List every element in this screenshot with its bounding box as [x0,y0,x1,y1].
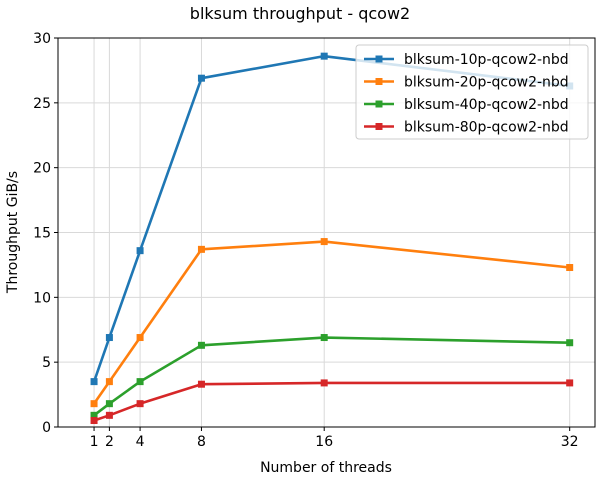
series-line [92,240,570,405]
axes: 1 2 4 8 16 32 0 5 10 15 20 25 30 [33,31,596,450]
data-point [105,400,113,408]
y-tick-label: 15 [33,226,51,242]
legend-label: blksum-20p-qcow2-nbd [404,75,569,91]
data-point [197,74,205,82]
x-tick-label: 8 [197,434,206,450]
data-point [566,264,574,272]
x-tick-label: 2 [105,434,114,450]
legend-swatch-marker [375,100,383,108]
legend-label: blksum-10p-qcow2-nbd [404,52,569,68]
legend-item: blksum-10p-qcow2-nbd [364,52,569,68]
data-point [320,334,328,342]
legend-item: blksum-20p-qcow2-nbd [364,75,569,91]
data-point [90,400,98,408]
data-point [320,238,328,246]
y-tick-label: 5 [42,355,51,371]
x-axis-label: Number of threads [260,460,392,476]
legend-box [355,44,589,140]
data-point [105,334,113,342]
legend-item: blksum-80p-qcow2-nbd [364,120,569,136]
series-3 [90,334,574,419]
data-point [105,411,113,419]
x-tick-label: 32 [561,434,579,450]
y-tick-label: 20 [33,161,51,177]
data-point [566,379,574,387]
data-point [197,380,205,388]
y-tick-label: 10 [33,290,51,306]
legend-swatch-marker [375,78,383,85]
chart-title: blksum throughput - qcow2 [190,4,410,23]
y-tick-label: 25 [33,96,51,112]
y-axis-label: Throughput GiB/s [5,171,21,294]
legend-item: blksum-40p-qcow2-nbd [364,97,569,113]
data-point [90,378,98,386]
series-2 [90,238,574,408]
data-point [197,245,205,253]
y-tick-label: 0 [42,420,51,436]
x-tick-label: 1 [90,434,99,450]
data-point [197,341,205,349]
x-tick-label: 4 [136,434,145,450]
series-line [93,336,570,417]
legend-swatch-marker [375,55,383,63]
legend-label: blksum-80p-qcow2-nbd [404,120,569,136]
data-point [90,417,98,425]
legend-swatch-marker [375,123,383,130]
legend: blksum-10p-qcow2-nbd blksum-20p-qcow2-nbd… [355,44,589,140]
data-point [136,378,144,386]
series-4 [90,379,574,425]
data-point [320,379,328,387]
y-tick-label: 30 [33,31,51,47]
series-line [93,381,570,422]
data-point [136,247,144,255]
x-tick-label: 16 [315,434,333,450]
data-point [90,411,98,419]
data-point [136,334,144,342]
data-point [105,378,113,386]
data-point [566,339,574,347]
data-point [136,400,144,408]
legend-label: blksum-40p-qcow2-nbd [404,97,569,113]
data-point [320,52,328,60]
